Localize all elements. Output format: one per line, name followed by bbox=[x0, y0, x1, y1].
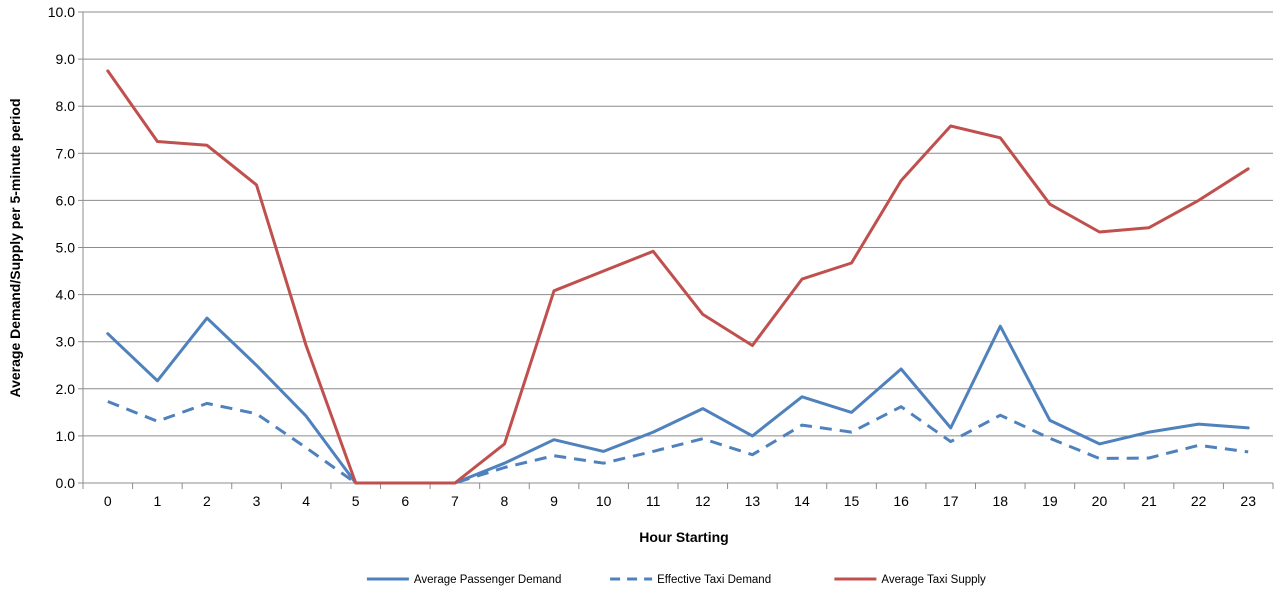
y-tick-label: 10.0 bbox=[48, 4, 75, 20]
x-tick-labels: 0 1 2 3 4 5 6 7 8 9 10 11 12 13 14 15 16 17 18 19 20 21 22 23 bbox=[104, 493, 1256, 509]
x-tick-label: 7 bbox=[451, 493, 459, 509]
x-axis-title: Hour Starting bbox=[639, 529, 728, 545]
series-line-2 bbox=[107, 400, 1249, 485]
legend-label: Average Passenger Demand bbox=[414, 574, 561, 586]
x-tick-label: 8 bbox=[501, 493, 509, 509]
y-tick-label: 2.0 bbox=[56, 381, 76, 397]
y-axis-title: Average Demand/Supply per 5-minute perio… bbox=[7, 99, 23, 398]
legend-item: Average Taxi Supply bbox=[834, 574, 986, 586]
x-tick-label: 12 bbox=[695, 493, 711, 509]
legend-label: Average Taxi Supply bbox=[881, 574, 986, 586]
series-line-3 bbox=[106, 69, 1250, 485]
x-tick-label: 16 bbox=[893, 493, 909, 509]
x-tick-label: 18 bbox=[993, 493, 1009, 509]
x-tick-label: 3 bbox=[253, 493, 261, 509]
x-tick-label: 22 bbox=[1191, 493, 1207, 509]
y-tick-label: 5.0 bbox=[56, 240, 76, 256]
x-tick-label: 15 bbox=[844, 493, 860, 509]
x-tick-label: 19 bbox=[1042, 493, 1058, 509]
x-tick-label: 20 bbox=[1092, 493, 1108, 509]
x-tick-label: 6 bbox=[401, 493, 409, 509]
x-tick-label: 17 bbox=[943, 493, 959, 509]
series-line-1 bbox=[106, 316, 1250, 485]
y-tick-label: 9.0 bbox=[56, 51, 76, 67]
legend-label: Effective Taxi Demand bbox=[657, 574, 771, 586]
y-tick-label: 4.0 bbox=[56, 287, 76, 303]
x-tick-label: 4 bbox=[302, 493, 310, 509]
y-tick-label: 6.0 bbox=[56, 192, 76, 208]
y-tick-label: 3.0 bbox=[56, 334, 76, 350]
data-series bbox=[106, 69, 1250, 485]
legend: Average Passenger Demand Effective Taxi D… bbox=[366, 574, 986, 586]
x-tick-label: 23 bbox=[1240, 493, 1256, 509]
x-tick-label: 1 bbox=[153, 493, 161, 509]
x-tick-label: 2 bbox=[203, 493, 211, 509]
y-tick-label: 0.0 bbox=[56, 475, 76, 491]
x-tick-label: 11 bbox=[646, 493, 661, 509]
x-tick-label: 21 bbox=[1141, 493, 1157, 509]
axes bbox=[78, 11, 1274, 489]
x-tick-label: 10 bbox=[596, 493, 612, 509]
x-tick-label: 0 bbox=[104, 493, 112, 509]
y-tick-label: 8.0 bbox=[56, 98, 76, 114]
legend-item: Average Passenger Demand bbox=[366, 574, 561, 586]
x-tick-label: 5 bbox=[352, 493, 360, 509]
y-tick-labels: 0.0 1.0 2.0 3.0 4.0 5.0 6.0 7.0 8.0 9.0 10.0 bbox=[48, 4, 75, 491]
x-tick-label: 9 bbox=[550, 493, 558, 509]
x-tick-label: 14 bbox=[794, 493, 810, 509]
y-tick-label: 7.0 bbox=[56, 145, 76, 161]
y-tick-label: 1.0 bbox=[56, 428, 76, 444]
legend-item: Effective Taxi Demand bbox=[610, 574, 771, 586]
x-tick-label: 13 bbox=[745, 493, 761, 509]
